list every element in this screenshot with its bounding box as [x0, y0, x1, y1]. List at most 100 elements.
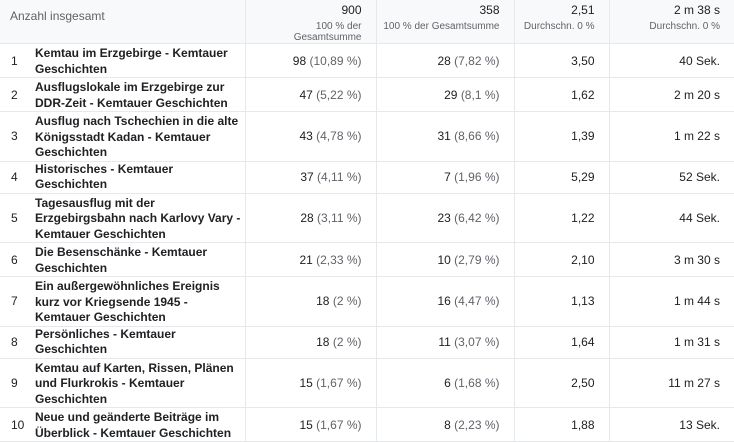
metric-2-percent: (1,68 %)	[454, 375, 500, 390]
table-header-row: Anzahl insgesamt 900 100 % der Gesamtsum…	[0, 0, 734, 44]
metric-2-value: 23	[437, 210, 451, 225]
metric-4-cell: 44 Sek.	[608, 193, 734, 243]
row-title[interactable]: Die Besenschänke - Kemtauer Geschichten	[26, 242, 245, 277]
table-row: 2 Ausflugslokale im Erzgebirge zur DDR-Z…	[0, 77, 734, 112]
metric-3-cell: 1,62	[513, 77, 609, 112]
metric-4-cell: 40 Sek.	[608, 43, 734, 78]
metric-4-cell: 3 m 30 s	[608, 242, 734, 277]
row-title[interactable]: Kemtau auf Karten, Rissen, Plänen und Fl…	[26, 358, 245, 408]
metric-1-cell: 15 (1,67 %)	[244, 358, 376, 408]
table-row: 3 Ausflug nach Tschechien in die alte Kö…	[0, 111, 734, 162]
metric-2-cell: 28 (7,82 %)	[375, 43, 514, 78]
row-index: 4	[0, 161, 26, 194]
metric-2-value: 28	[437, 53, 451, 68]
metric-1-value: 15	[299, 375, 313, 390]
row-title[interactable]: Kemtau im Erzgebirge - Kemtauer Geschich…	[26, 43, 245, 78]
row-index: 3	[0, 111, 26, 162]
metric-1-cell: 43 (4,78 %)	[244, 111, 376, 162]
metric-3-cell: 1,13	[513, 276, 609, 327]
header-metric-3-total: 2,51	[571, 3, 595, 17]
row-index: 6	[0, 242, 26, 277]
metric-2-value: 7	[444, 170, 451, 184]
header-metric-4[interactable]: 2 m 38 s Durchschn. 0 %	[608, 0, 734, 44]
metric-2-percent: (1,96 %)	[454, 170, 500, 184]
metric-1-percent: (4,11 %)	[317, 170, 362, 184]
metric-1-cell: 18 (2 %)	[244, 326, 376, 359]
metric-2-value: 6	[444, 375, 451, 390]
metric-1-value: 47	[299, 87, 313, 102]
metric-3-cell: 1,39	[513, 111, 609, 162]
metric-2-cell: 7 (1,96 %)	[375, 161, 514, 194]
metric-1-percent: (2,33 %)	[316, 252, 362, 267]
metric-1-cell: 28 (3,11 %)	[244, 193, 376, 243]
metric-2-value: 29	[444, 87, 458, 102]
metric-2-value: 11	[438, 335, 451, 349]
table-row: 5 Tagesausflug mit der Erzgebirgsbahn na…	[0, 193, 734, 243]
row-index: 7	[0, 276, 26, 327]
metric-2-value: 10	[437, 252, 451, 267]
row-index: 1	[0, 43, 26, 78]
metric-1-percent: (5,22 %)	[316, 87, 362, 102]
metric-2-value: 8	[444, 417, 451, 432]
table-row: 9 Kemtau auf Karten, Rissen, Plänen und …	[0, 358, 734, 408]
metric-1-percent: (10,89 %)	[309, 53, 362, 68]
metric-1-value: 98	[292, 53, 307, 68]
metric-1-percent: (1,67 %)	[316, 417, 362, 432]
header-label: Anzahl insgesamt	[10, 9, 105, 23]
metric-2-cell: 16 (4,47 %)	[375, 276, 514, 327]
header-dimension-cell: Anzahl insgesamt	[0, 0, 245, 44]
row-title[interactable]: Persönliches - Kemtauer Geschichten	[26, 326, 245, 359]
metric-2-percent: (4,47 %)	[454, 294, 500, 309]
row-index: 8	[0, 326, 26, 359]
metric-2-percent: (8,66 %)	[454, 129, 500, 144]
metric-1-value: 37	[300, 170, 314, 184]
row-title[interactable]: Ein außergewöhnliches Ereignis kurz vor …	[26, 276, 245, 327]
metric-2-cell: 10 (2,79 %)	[375, 242, 514, 277]
metric-3-cell: 1,22	[513, 193, 609, 243]
metric-1-value: 18	[316, 294, 330, 309]
header-metric-2-total: 358	[479, 3, 500, 17]
metric-1-value: 43	[299, 129, 313, 144]
metric-1-cell: 47 (5,22 %)	[244, 77, 376, 112]
metric-1-percent: (3,11 %)	[317, 210, 362, 225]
table-row: 8 Persönliches - Kemtauer Geschichten 18…	[0, 326, 734, 359]
metric-2-percent: (3,07 %)	[454, 335, 500, 349]
metric-2-percent: (2,23 %)	[454, 417, 500, 432]
metric-4-cell: 2 m 20 s	[608, 77, 734, 112]
metric-3-cell: 2,10	[513, 242, 609, 277]
metric-1-cell: 15 (1,67 %)	[244, 407, 376, 442]
header-metric-4-total: 2 m 38 s	[673, 3, 720, 17]
header-metric-3-sub: Durchschn. 0 %	[523, 21, 595, 32]
row-index: 5	[0, 193, 26, 243]
metric-4-cell: 11 m 27 s	[608, 358, 734, 408]
row-title[interactable]: Tagesausflug mit der Erzgebirgsbahn nach…	[26, 193, 245, 243]
row-title[interactable]: Ausflugslokale im Erzgebirge zur DDR-Zei…	[26, 77, 245, 112]
table-row: 7 Ein außergewöhnliches Ereignis kurz vo…	[0, 276, 734, 327]
row-title[interactable]: Neue und geänderte Beiträge im Überblick…	[26, 407, 245, 442]
metric-3-cell: 1,64	[513, 326, 609, 359]
row-index: 9	[0, 358, 26, 408]
metric-4-cell: 1 m 31 s	[608, 326, 734, 359]
row-title[interactable]: Ausflug nach Tschechien in die alte Köni…	[26, 111, 245, 162]
metric-1-value: 15	[299, 417, 313, 432]
metric-2-value: 16	[437, 294, 451, 309]
metric-2-percent: (7,82 %)	[454, 53, 500, 68]
metric-1-cell: 37 (4,11 %)	[244, 161, 376, 194]
metric-1-value: 28	[300, 210, 314, 225]
metric-1-value: 18	[316, 335, 330, 349]
metric-2-cell: 8 (2,23 %)	[375, 407, 514, 442]
header-metric-3[interactable]: 2,51 Durchschn. 0 %	[513, 0, 609, 44]
metric-1-percent: (4,78 %)	[316, 129, 362, 144]
header-metric-2[interactable]: 358 100 % der Gesamtsumme	[375, 0, 514, 44]
metric-1-cell: 21 (2,33 %)	[244, 242, 376, 277]
metric-1-cell: 18 (2 %)	[244, 276, 376, 327]
metric-2-percent: (6,42 %)	[454, 210, 500, 225]
metric-2-cell: 31 (8,66 %)	[375, 111, 514, 162]
row-title[interactable]: Historisches - Kemtauer Geschichten	[26, 161, 245, 194]
metric-1-percent: (1,67 %)	[316, 375, 362, 390]
header-metric-1[interactable]: 900 100 % der Gesamtsumme	[244, 0, 376, 44]
metric-1-value: 21	[299, 252, 313, 267]
metric-4-cell: 1 m 22 s	[608, 111, 734, 162]
header-metric-2-sub: 100 % der Gesamtsumme	[383, 21, 500, 32]
